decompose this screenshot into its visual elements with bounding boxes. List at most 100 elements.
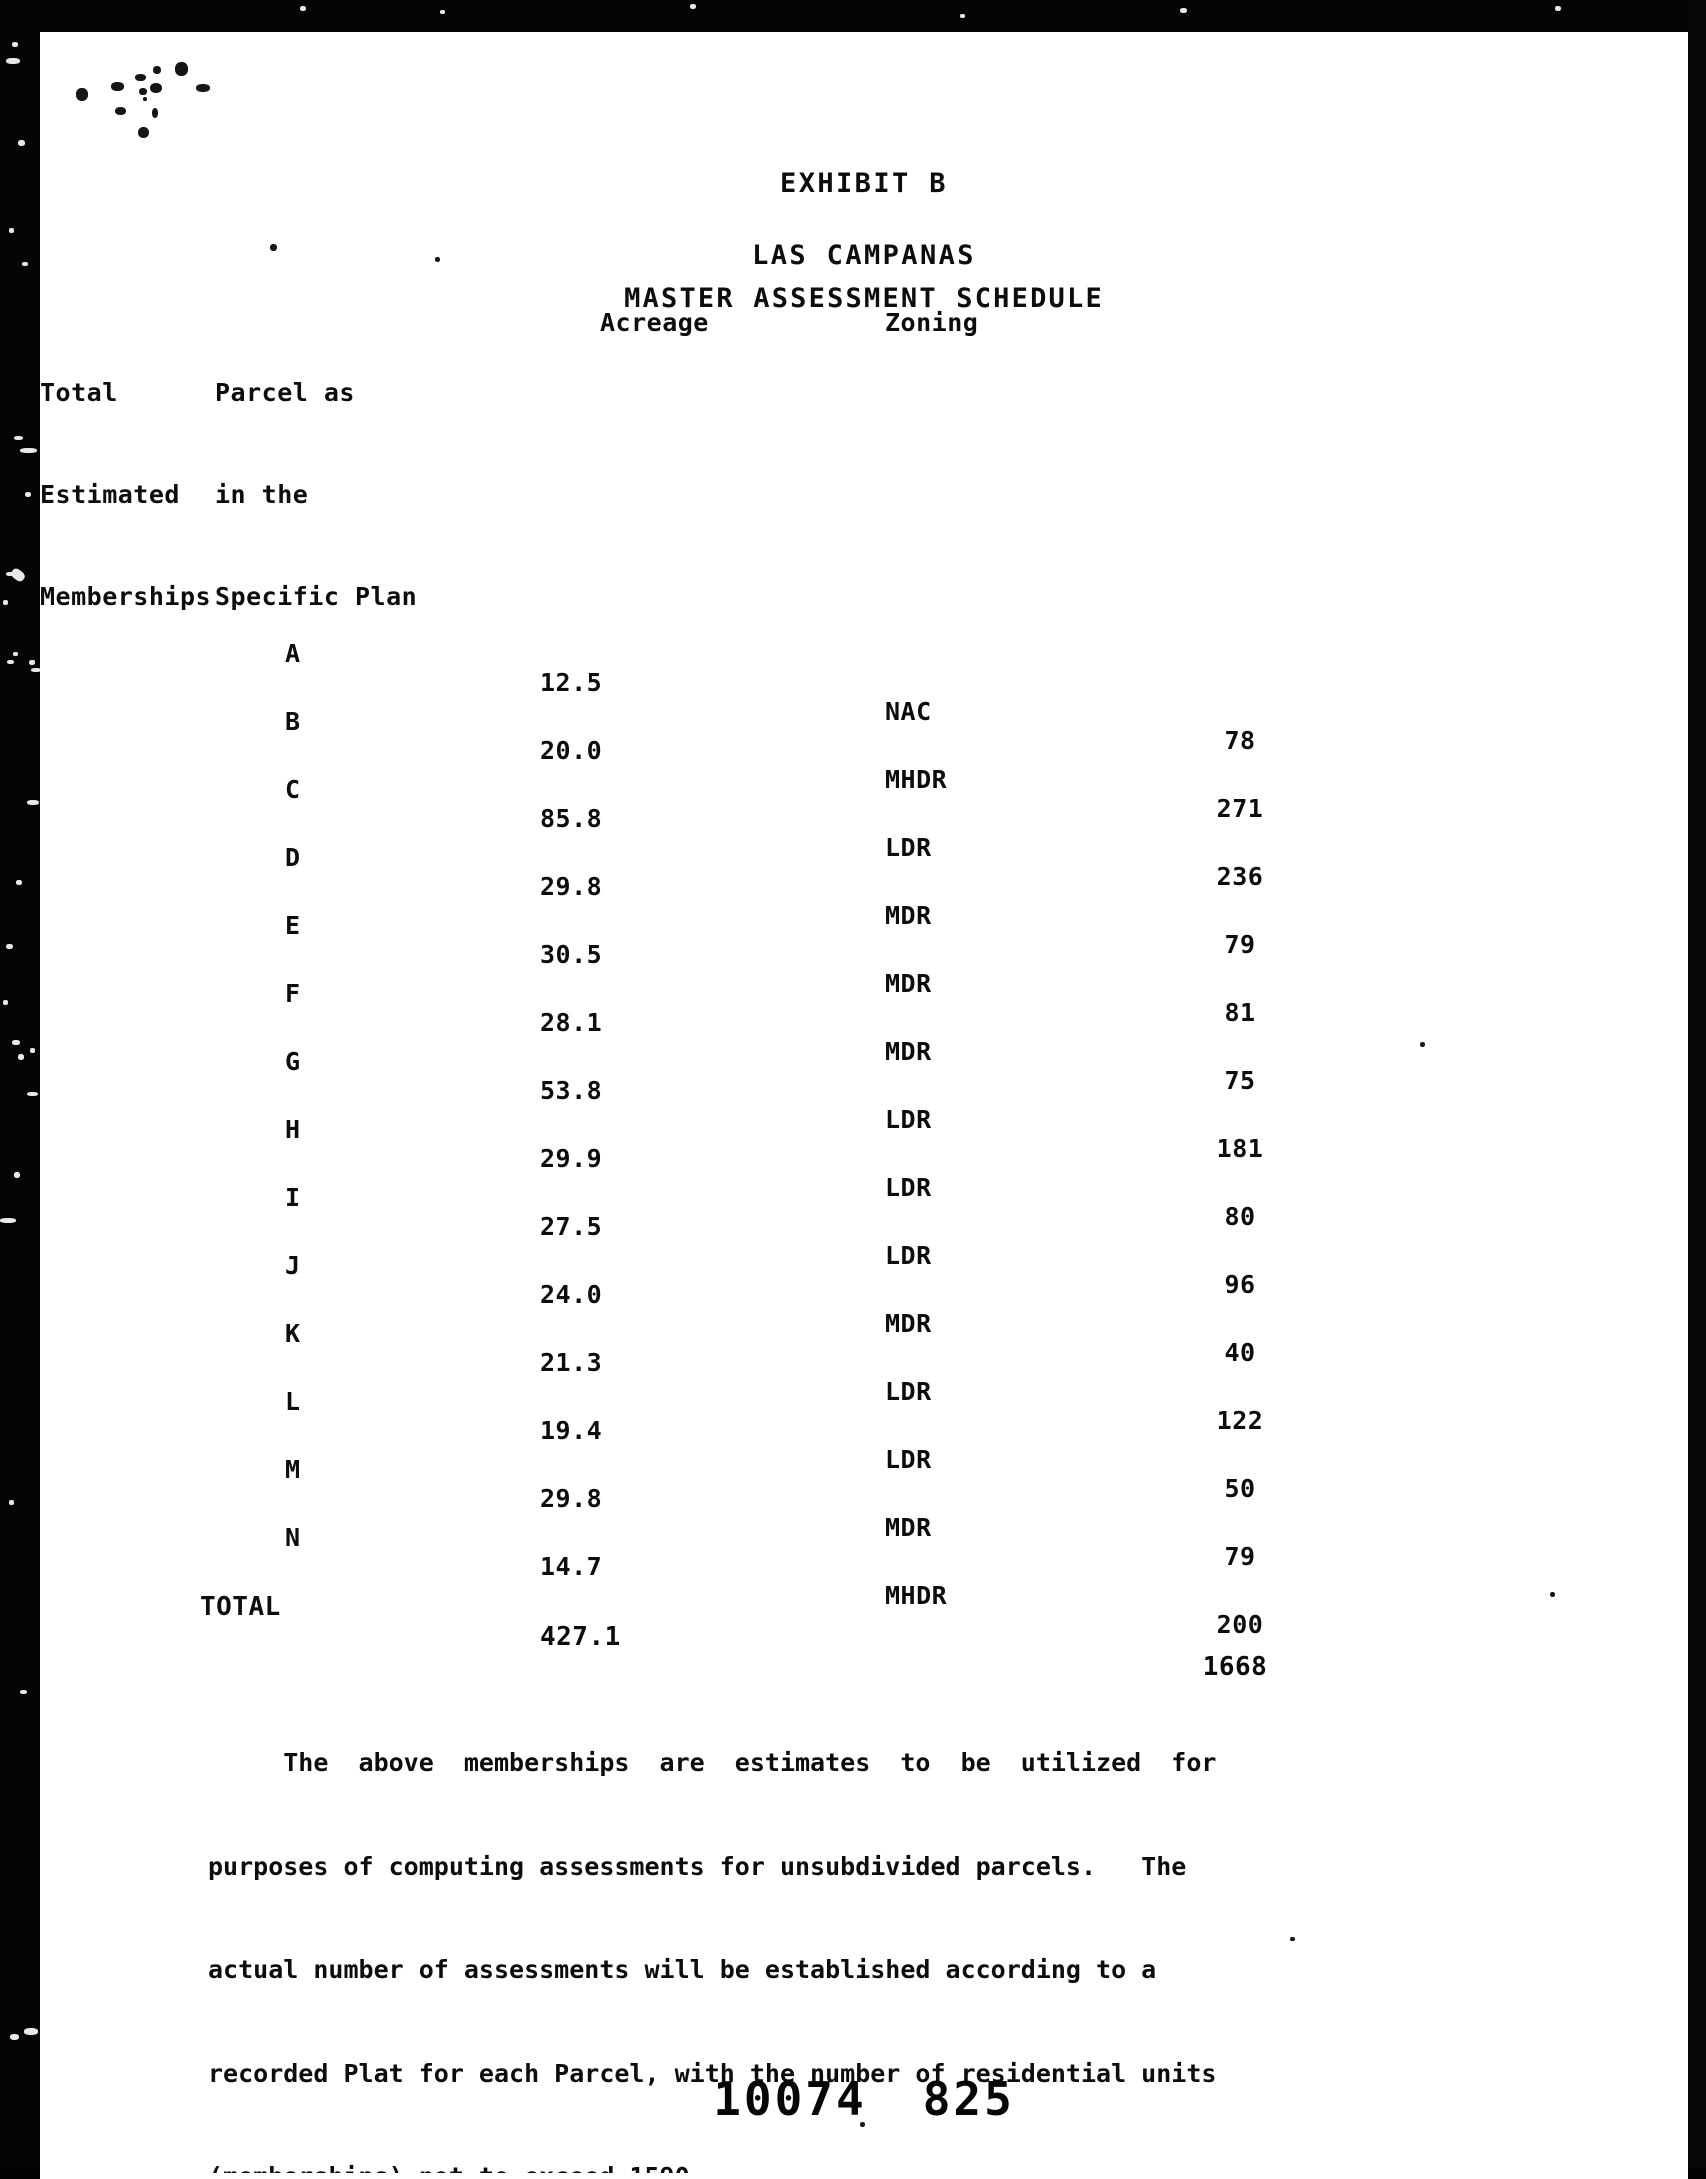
ink-speck: [138, 127, 149, 138]
table-row: B 20.0 MHDR 271: [40, 678, 1688, 823]
table-row: G 53.8 LDR 181: [40, 1018, 1688, 1163]
cell-acreage: 85.8: [540, 804, 603, 833]
ink-speck: [196, 84, 210, 92]
subtitle-project-name: LAS CAMPANAS: [752, 240, 976, 271]
cell-acreage: 19.4: [540, 1416, 603, 1445]
ink-speck: [76, 88, 88, 101]
ink-speck: [1290, 1937, 1295, 1941]
cell-zoning: LDR: [885, 833, 932, 862]
cell-zoning: MDR: [885, 1513, 932, 1542]
table-row: C 85.8 LDR 236: [40, 746, 1688, 891]
bed-speck: [690, 4, 696, 9]
total-label: TOTAL: [200, 1592, 281, 1622]
ink-speck: [135, 74, 146, 81]
bed-speck: [14, 436, 23, 440]
cell-zoning: LDR: [885, 1445, 932, 1474]
total-acreage: 427.1: [540, 1622, 621, 1652]
ink-speck: [270, 244, 277, 251]
bed-speck: [27, 1092, 38, 1096]
bed-speck: [12, 1040, 20, 1045]
ink-speck: [153, 66, 161, 74]
cell-zoning: MDR: [885, 969, 932, 998]
bed-speck: [3, 1000, 8, 1005]
bed-speck: [18, 1054, 24, 1060]
table-row: H 29.9 LDR 80: [40, 1086, 1688, 1231]
cell-memberships: 96: [1224, 1270, 1256, 1299]
cell-parcel: C: [285, 775, 301, 804]
bed-speck: [10, 2034, 19, 2040]
bed-speck: [22, 262, 28, 266]
ink-speck: [111, 82, 124, 91]
bed-speck: [9, 228, 14, 233]
bed-speck: [14, 1172, 20, 1178]
bed-speck: [18, 140, 25, 146]
cell-acreage: 29.8: [540, 1484, 603, 1513]
table-row: A 12.5 NAC 78: [40, 610, 1688, 755]
cell-memberships: 50: [1224, 1474, 1256, 1503]
cell-memberships: 78: [1224, 726, 1256, 755]
bed-speck: [0, 1218, 16, 1223]
ink-speck: [435, 257, 440, 262]
cell-parcel: L: [285, 1387, 301, 1416]
cell-acreage: 21.3: [540, 1348, 603, 1377]
document-page: EXHIBIT B LAS CAMPANAS MASTER ASSESSMENT…: [40, 32, 1688, 2179]
cell-acreage: 27.5: [540, 1212, 603, 1241]
cell-parcel: B: [285, 707, 301, 736]
bed-speck: [31, 668, 41, 672]
cell-memberships: 79: [1224, 1542, 1256, 1571]
table-row: D 29.8 MDR 79: [40, 814, 1688, 959]
bed-speck: [9, 1500, 14, 1505]
bed-speck: [6, 572, 14, 576]
column-header-memberships-line2: Estimated: [40, 480, 180, 509]
cell-acreage: 53.8: [540, 1076, 603, 1105]
bed-speck: [20, 448, 37, 453]
ink-speck: [1550, 1592, 1555, 1597]
bed-speck: [29, 660, 35, 665]
bed-speck: [24, 2028, 38, 2035]
column-header-memberships-line1: Total: [40, 378, 118, 407]
column-header-parcel: Parcel as in the Specific Plan: [215, 308, 515, 682]
column-header-parcel-line2: in the: [215, 480, 309, 509]
cell-parcel: E: [285, 911, 301, 940]
table-row: L 19.4 LDR 50: [40, 1358, 1688, 1503]
cell-memberships: 40: [1224, 1338, 1256, 1367]
cell-memberships: 271: [1216, 794, 1264, 823]
cell-zoning: NAC: [885, 697, 932, 726]
cell-parcel: D: [285, 843, 301, 872]
cell-parcel: F: [285, 979, 301, 1008]
cell-zoning: MDR: [885, 1037, 932, 1066]
bed-speck: [960, 14, 965, 18]
table-row: F 28.1 MDR 75: [40, 950, 1688, 1095]
bed-speck: [6, 58, 20, 64]
cell-parcel: H: [285, 1115, 301, 1144]
bed-speck: [1555, 6, 1561, 11]
total-memberships: 1668: [1202, 1652, 1268, 1682]
cell-memberships: 81: [1224, 998, 1256, 1027]
cell-zoning: MHDR: [885, 765, 948, 794]
column-header-memberships: Total Estimated Memberships: [40, 308, 300, 682]
cell-zoning: MHDR: [885, 1581, 948, 1610]
table-row: E 30.5 MDR 81: [40, 882, 1688, 1027]
bed-speck: [25, 492, 31, 497]
cell-acreage: 14.7: [540, 1552, 603, 1581]
note-line: actual number of assessments will be est…: [208, 1955, 1157, 1984]
table-row: I 27.5 LDR 96: [40, 1154, 1688, 1299]
cell-acreage: 12.5: [540, 668, 603, 697]
ink-speck: [139, 88, 147, 95]
bed-speck: [1180, 8, 1187, 13]
note-line: recorded Plat for each Parcel, with the …: [208, 2058, 1217, 2088]
cell-zoning: MDR: [885, 901, 932, 930]
cell-acreage: 28.1: [540, 1008, 603, 1037]
cell-acreage: 29.9: [540, 1144, 603, 1173]
cell-acreage: 24.0: [540, 1280, 603, 1309]
cell-parcel: I: [285, 1183, 301, 1212]
column-header-memberships-line3: Memberships: [40, 582, 212, 611]
table-header-row: Parcel as in the Specific Plan Acreage Z…: [40, 308, 1688, 611]
document-subtitle: LAS CAMPANAS MASTER ASSESSMENT SCHEDULE: [40, 240, 1688, 314]
cell-zoning: LDR: [885, 1173, 932, 1202]
bed-speck: [27, 800, 39, 805]
subtitle-schedule-name: MASTER ASSESSMENT SCHEDULE: [624, 283, 1104, 314]
cell-parcel: M: [285, 1455, 301, 1484]
cell-parcel: A: [285, 639, 301, 668]
cell-memberships: 200: [1216, 1610, 1264, 1639]
